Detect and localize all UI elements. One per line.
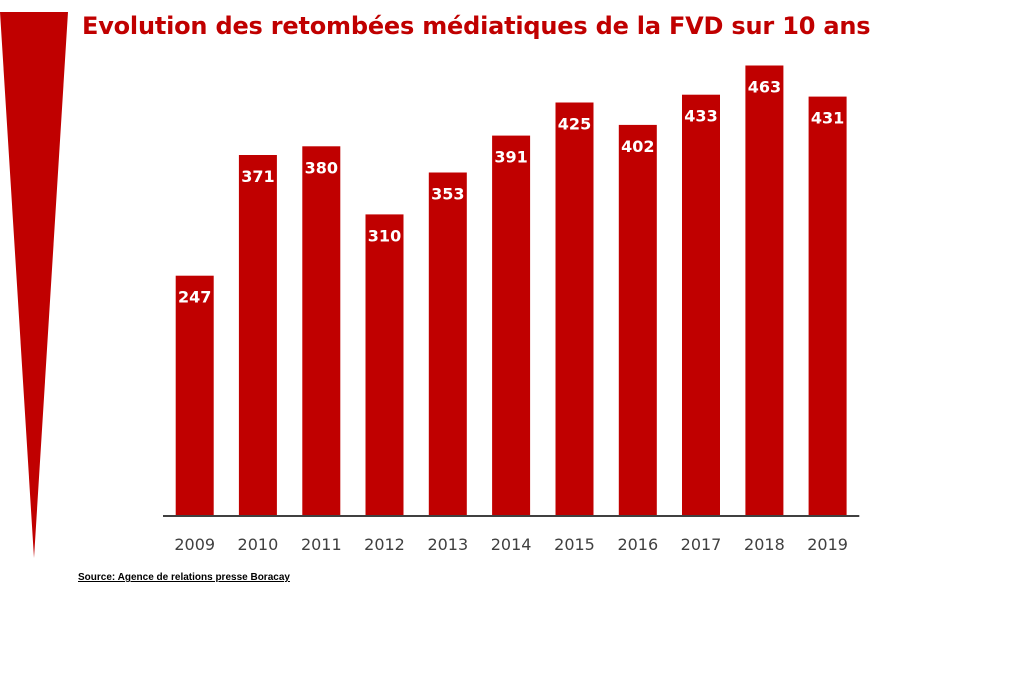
bar-2017 xyxy=(682,94,720,516)
data-labels-group: 247 371 380 310 353 391 425 402 433 463 431 xyxy=(178,78,844,307)
bar-2019 xyxy=(808,96,847,516)
x-tick-label-2013: 2013 xyxy=(427,535,468,554)
bar-value-label-2017: 433 xyxy=(684,107,717,126)
x-tick-label-2014: 2014 xyxy=(491,535,532,554)
x-axis-tick-labels: 2009 2010 2011 2012 2013 2014 2015 2016 2017 2018… xyxy=(174,535,848,554)
decorative-red-wedge xyxy=(0,12,68,558)
x-tick-label-2019: 2019 xyxy=(807,535,848,554)
x-tick-label-2016: 2016 xyxy=(617,535,658,554)
x-tick-label-2009: 2009 xyxy=(174,535,215,554)
bar-2016 xyxy=(618,124,657,517)
bar-value-label-2019: 431 xyxy=(811,109,844,128)
x-tick-label-2010: 2010 xyxy=(238,535,279,554)
bar-2013 xyxy=(428,172,467,516)
chart-title: Evolution des retombées médiatiques de l… xyxy=(82,12,871,40)
source-note: Source: Agence de relations presse Borac… xyxy=(78,572,290,583)
bar-value-label-2016: 402 xyxy=(621,137,654,156)
bar-value-label-2013: 353 xyxy=(431,185,464,204)
bars-group xyxy=(175,65,847,517)
bar-value-label-2012: 310 xyxy=(368,226,401,245)
bar-value-label-2010: 371 xyxy=(241,167,274,186)
bar-value-label-2009: 247 xyxy=(178,288,211,307)
bar-value-label-2011: 380 xyxy=(305,158,338,177)
bar-value-label-2018: 463 xyxy=(748,78,781,97)
bar-2015 xyxy=(555,102,594,516)
x-tick-label-2017: 2017 xyxy=(681,535,722,554)
bar-2012 xyxy=(365,214,404,516)
x-tick-label-2012: 2012 xyxy=(364,535,405,554)
bar-value-label-2014: 391 xyxy=(494,148,527,167)
bar-2009 xyxy=(175,275,214,516)
bar-2010 xyxy=(238,155,277,516)
bar-value-label-2015: 425 xyxy=(558,115,591,134)
x-tick-label-2018: 2018 xyxy=(744,535,785,554)
x-tick-label-2011: 2011 xyxy=(301,535,342,554)
x-tick-label-2015: 2015 xyxy=(554,535,595,554)
bar-2018 xyxy=(745,65,784,516)
bar-2014 xyxy=(492,135,531,516)
bar-2011 xyxy=(302,146,341,517)
